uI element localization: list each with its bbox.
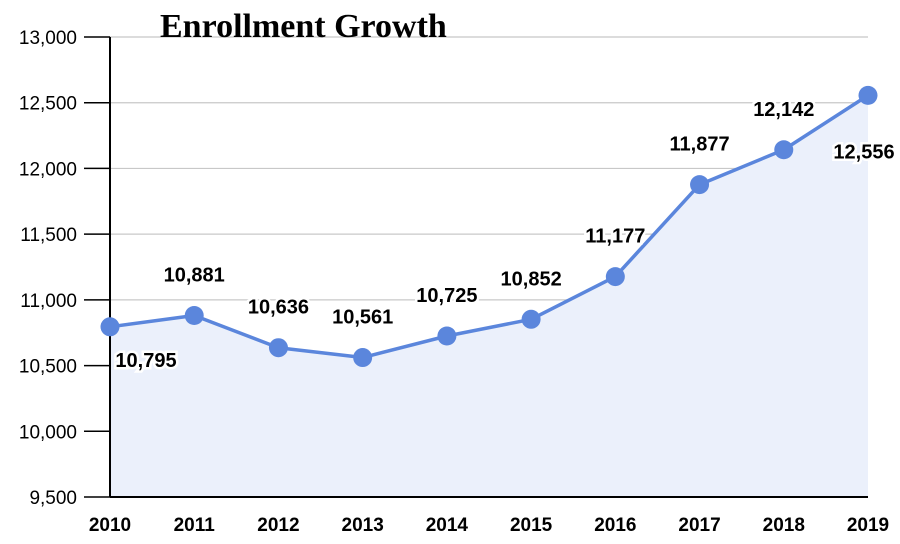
data-label: 10,881 [164,264,225,286]
x-tick-label: 2012 [257,515,299,536]
data-points [100,85,878,368]
y-tick-label: 10,000 [19,422,77,443]
data-point [268,338,288,358]
area-fill [110,95,868,497]
x-tick-label: 2011 [174,515,216,536]
data-point [521,309,541,329]
x-tick-label: 2016 [594,515,636,536]
data-label: 10,725 [416,285,477,307]
data-point [100,317,120,337]
x-tick-label: 2010 [89,515,131,536]
data-label: 10,561 [332,307,393,329]
data-label: 11,177 [585,226,645,248]
data-label: 10,795 [115,350,176,372]
data-label: 10,636 [248,297,309,319]
axes [84,36,868,498]
data-label: 12,556 [833,141,894,163]
data-labels: 10,795 10,881 10,636 10,561 10,725 10,852 11,1… [113,96,897,374]
y-tick-label: 13,000 [19,28,77,49]
data-label: 10,852 [501,268,562,290]
x-tick-label: 2015 [510,515,553,536]
x-tick-label: 2017 [678,515,720,536]
y-tick-label: 10,500 [19,357,77,378]
data-point [184,305,204,325]
y-tick-label: 11,000 [20,291,77,312]
x-tick-labels: 2010 2011 2012 2013 2014 2015 2016 2017 2018 2019 [89,515,889,536]
data-point [858,85,878,105]
x-tick-label: 2013 [342,515,384,536]
y-tick-label: 11,500 [20,225,77,246]
x-tick-label: 2018 [763,515,805,536]
data-point [353,348,373,368]
data-point [437,326,457,346]
y-tick-label: 12,000 [19,159,77,180]
y-tick-labels: 9,500 10,000 10,500 11,000 11,500 12,000 12,50… [19,28,77,509]
series-line [109,93,869,360]
y-tick-label: 12,500 [19,94,77,115]
y-tick-label: 9,500 [29,488,77,509]
data-label: 12,142 [753,99,814,121]
x-tick-label: 2014 [426,515,469,536]
data-point [605,267,625,287]
data-point [774,140,794,160]
x-tick-label: 2019 [847,515,889,536]
data-point [690,175,710,195]
chart-title: Enrollment Growth [160,8,447,45]
data-label: 11,877 [670,134,730,156]
